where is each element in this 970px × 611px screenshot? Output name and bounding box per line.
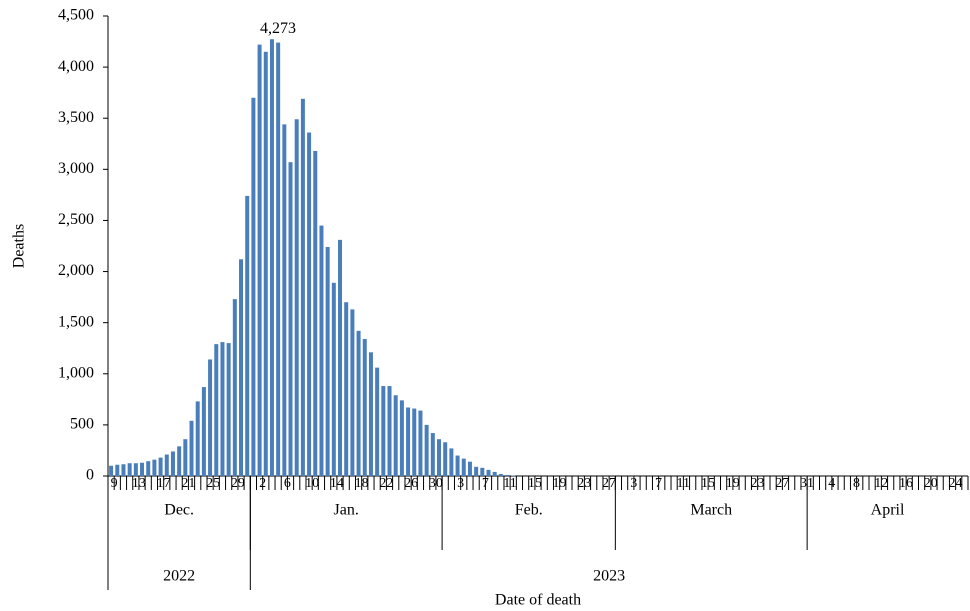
y-tick-label: 2,000 <box>58 262 94 279</box>
bar <box>399 400 404 476</box>
bar <box>288 162 293 476</box>
y-tick-label: 2,500 <box>58 211 94 228</box>
bar <box>319 225 324 476</box>
bar <box>263 51 268 477</box>
y-tick-label: 1,500 <box>58 313 94 330</box>
bar <box>208 359 213 476</box>
bar <box>232 299 237 476</box>
y-tick-label: 3,500 <box>58 109 94 126</box>
bar <box>121 464 126 476</box>
bar <box>449 448 454 476</box>
bar <box>152 459 157 476</box>
bar <box>486 469 491 476</box>
month-label: Jan. <box>334 502 359 519</box>
bar <box>467 461 472 476</box>
bar <box>498 473 503 476</box>
y-tick-label: 500 <box>70 416 94 433</box>
bar <box>313 150 318 476</box>
bar <box>300 98 305 477</box>
y-axis-label: Deaths <box>11 224 28 268</box>
bar <box>356 330 361 476</box>
year-label: 2023 <box>593 568 625 585</box>
y-tick-label: 3,000 <box>58 160 94 177</box>
bar <box>220 342 225 476</box>
bar <box>133 463 138 476</box>
bar <box>325 247 330 476</box>
bar <box>375 367 380 476</box>
bar <box>269 39 274 477</box>
bar <box>455 455 460 476</box>
bar <box>443 442 448 476</box>
bar <box>239 259 244 476</box>
bar <box>276 42 281 476</box>
y-tick-label: 1,000 <box>58 364 94 381</box>
bar <box>251 97 256 477</box>
bar <box>406 407 411 476</box>
bar <box>226 343 231 476</box>
bar <box>437 439 442 476</box>
bar <box>177 446 182 476</box>
y-tick-label: 4,000 <box>58 58 94 75</box>
bar <box>282 124 287 476</box>
y-tick-label: 0 <box>86 467 94 484</box>
bar <box>511 475 516 476</box>
month-label: March <box>690 502 732 519</box>
year-label: 2022 <box>163 568 195 585</box>
bar <box>344 302 349 476</box>
bar <box>294 119 299 476</box>
bar <box>368 352 373 476</box>
bar <box>505 474 510 476</box>
bar <box>480 467 485 476</box>
bar <box>146 461 151 476</box>
bar <box>115 464 120 476</box>
bar <box>245 195 250 476</box>
bar <box>492 471 497 476</box>
bar <box>387 386 392 476</box>
value-label: 4,273 <box>260 20 296 37</box>
bar <box>424 424 429 476</box>
bar <box>257 44 262 476</box>
bar <box>164 454 169 476</box>
bar <box>307 132 312 477</box>
bar <box>412 408 417 476</box>
x-axis-label: Date of death <box>495 592 581 609</box>
bar <box>350 309 355 476</box>
bar <box>183 439 188 476</box>
bar <box>214 344 219 476</box>
bar <box>338 239 343 476</box>
bar <box>158 457 163 476</box>
bar <box>393 395 398 476</box>
month-label: Feb. <box>515 502 543 519</box>
month-label: April <box>871 502 905 519</box>
y-tick-label: 4,500 <box>58 7 94 24</box>
bar <box>418 410 423 476</box>
bar <box>195 401 200 476</box>
bar <box>474 466 479 476</box>
bar <box>127 463 132 476</box>
bar <box>201 387 206 476</box>
bar <box>430 433 435 476</box>
month-label: Dec. <box>164 502 194 519</box>
bar <box>170 451 175 476</box>
bar <box>189 420 194 476</box>
bar <box>461 458 466 476</box>
bar <box>331 282 336 476</box>
bar <box>109 465 114 476</box>
bar <box>140 462 145 476</box>
bar <box>362 339 367 476</box>
bar <box>381 386 386 476</box>
